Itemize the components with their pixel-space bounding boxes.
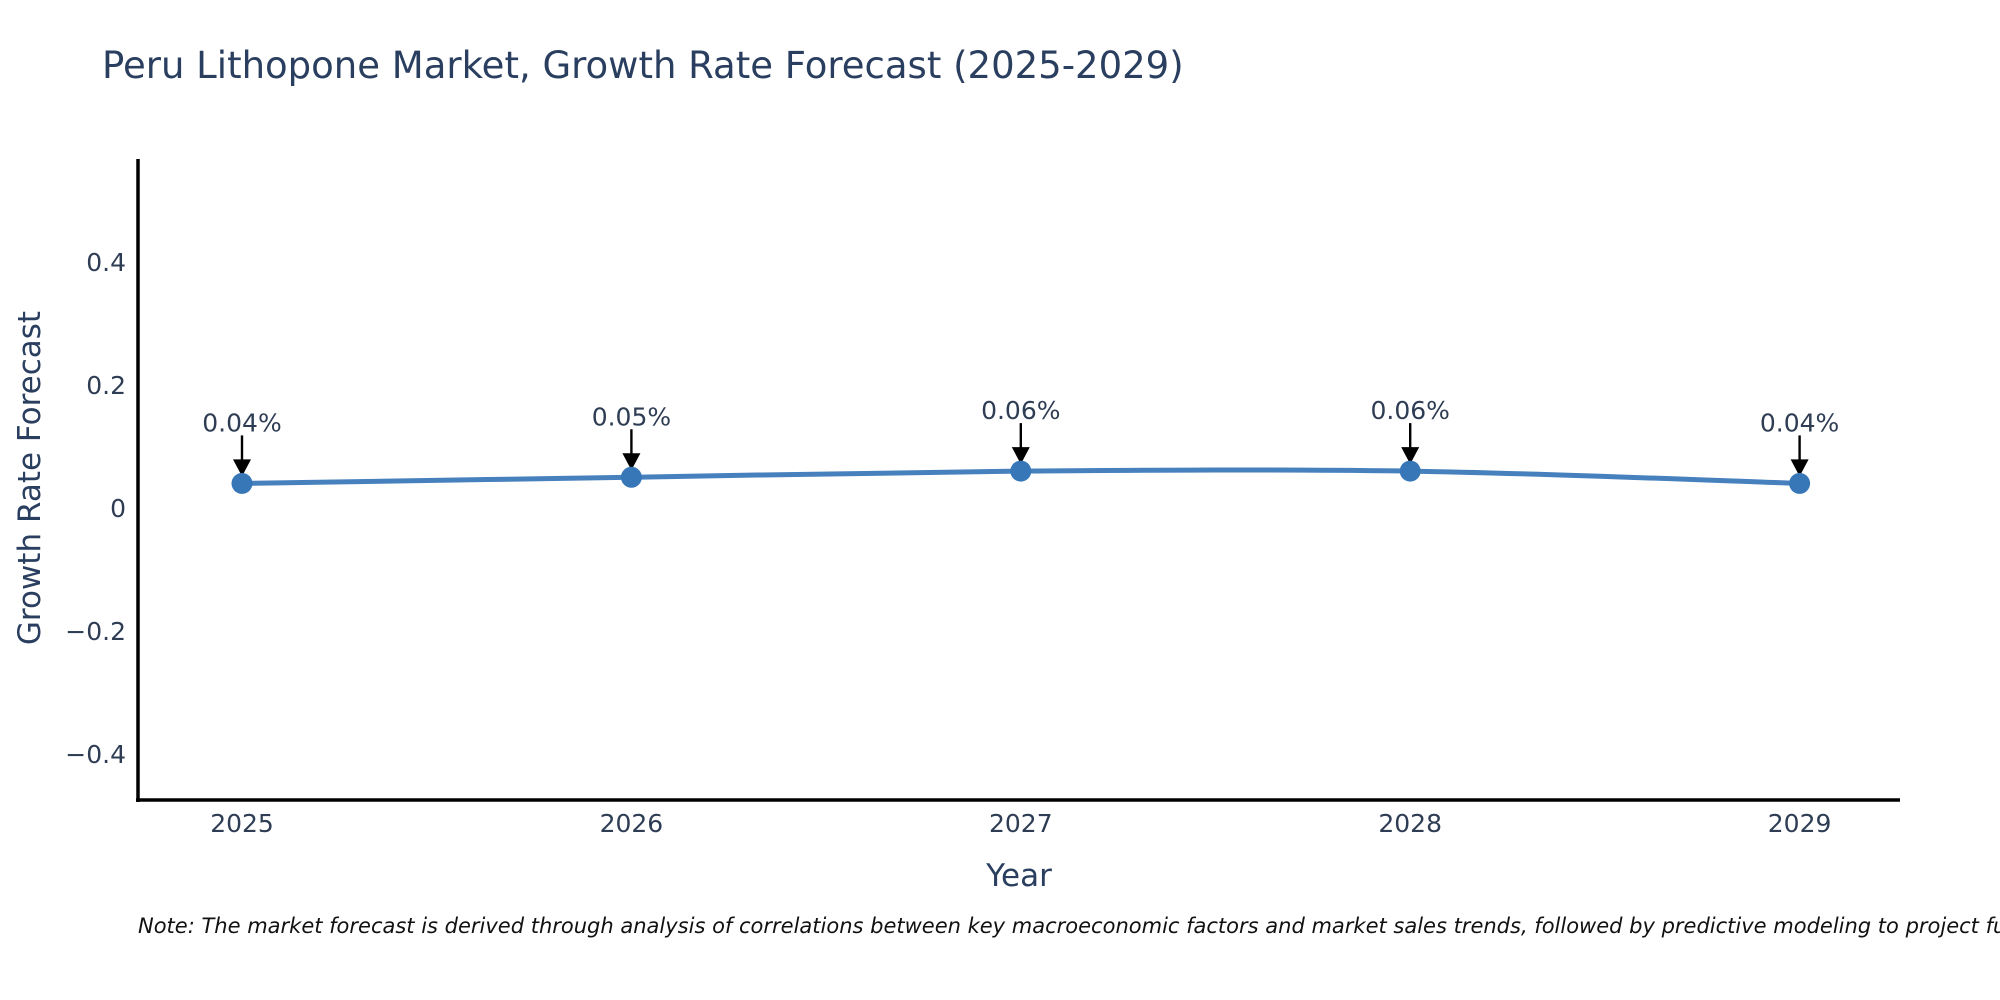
point-value-label: 0.05% (592, 402, 671, 431)
y-tick-label: 0.4 (86, 248, 126, 277)
data-point-2029[interactable] (1789, 472, 1811, 494)
data-point-2025[interactable] (231, 472, 253, 494)
y-tick-label: 0 (110, 494, 126, 523)
data-point-2027[interactable] (1010, 460, 1032, 482)
y-tick-label: 0.2 (86, 371, 126, 400)
data-point-2028[interactable] (1399, 460, 1421, 482)
annotation-arrowhead (233, 459, 251, 477)
point-value-label: 0.04% (1760, 408, 1839, 437)
y-tick-label: −0.2 (65, 617, 126, 646)
y-tick-label: −0.4 (65, 740, 126, 769)
x-tick-label: 2026 (600, 809, 664, 838)
annotation-arrowhead (1401, 447, 1420, 465)
x-tick-label: 2027 (989, 809, 1053, 838)
annotation-arrowhead (622, 453, 641, 471)
x-axis-title: Year (986, 858, 1052, 894)
data-point-2026[interactable] (620, 466, 642, 488)
x-tick-label: 2028 (1378, 809, 1442, 838)
x-tick-label: 2025 (210, 809, 274, 838)
point-value-label: 0.06% (981, 396, 1060, 425)
point-value-label: 0.04% (202, 408, 281, 437)
annotation-arrowhead (1790, 459, 1809, 477)
point-value-label: 0.06% (1370, 396, 1449, 425)
chart-title: Peru Lithopone Market, Growth Rate Forec… (102, 44, 1184, 87)
x-tick-label: 2029 (1768, 809, 1832, 838)
annotation-arrowhead (1011, 447, 1030, 465)
footnote: Note: The market forecast is derived thr… (138, 914, 2000, 938)
